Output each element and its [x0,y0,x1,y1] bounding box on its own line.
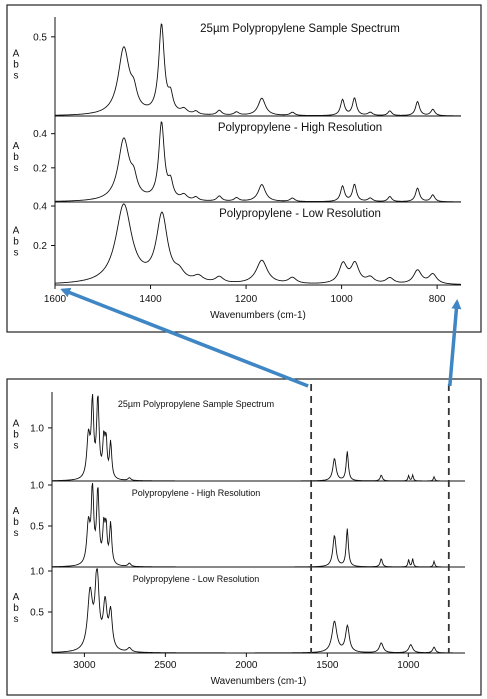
y-tick-label: 1.0 [30,423,44,434]
x-tick-label: 1600 [44,294,67,305]
x-tick-label: 3000 [73,660,96,671]
series-title: 25µm Polypropylene Sample Spectrum [200,23,400,35]
y-axis-label-char: s [14,441,19,452]
zoom-arrow-right [448,299,462,387]
x-tick-label: 2500 [154,660,177,671]
y-tick-label: 0.2 [33,241,47,252]
x-tick-label: 1400 [139,294,162,305]
series-title: 25µm Polypropylene Sample Spectrum [118,399,274,409]
spectrum-line [51,568,465,654]
y-axis-label-char: A [13,49,20,60]
spectrum-line [54,203,462,285]
y-axis-label-char: b [13,603,19,614]
y-axis-label-char: s [14,163,19,174]
y-tick-label: 0.2 [33,163,47,174]
y-axis-label-char: s [14,614,19,625]
y-tick-label: 1.0 [30,567,44,578]
y-axis-label-char: A [13,226,20,237]
y-tick-label: 0.4 [33,129,47,140]
x-axis-label: Wavenumbers (cm-1) [210,310,306,321]
y-axis-label-char: s [14,528,19,539]
y-axis-label-char: b [13,237,19,248]
bottom-frame [6,378,482,696]
y-axis-label-char: s [14,248,19,259]
y-axis-label-char: b [13,430,19,441]
y-axis-label-char: A [13,592,20,603]
y-axis-label-char: A [13,506,20,517]
y-tick-label: 1.0 [30,481,44,492]
x-tick-label: 2000 [235,660,258,671]
top-frame [6,4,482,333]
y-axis-label-char: b [13,517,19,528]
x-axis-label: Wavenumbers (cm-1) [211,676,307,687]
zoom-arrow-left [60,287,309,388]
zoom-guides [60,287,462,653]
y-axis-label-char: b [13,152,19,163]
y-tick-label: 0.5 [30,608,44,619]
y-tick-label: 0.5 [33,32,47,43]
x-tick-label: 1000 [330,294,353,305]
spectrum-line [54,121,462,203]
x-tick-label: 1000 [397,660,420,671]
series-title: Polypropylene - Low Resolution [219,208,381,220]
y-axis-label-char: A [13,141,20,152]
y-tick-label: 0.4 [33,202,47,213]
x-tick-label: 800 [429,294,446,305]
series-title: Polypropylene - High Resolution [218,122,382,134]
x-tick-label: 1500 [316,660,339,671]
series-title: Polypropylene - Low Resolution [133,574,260,584]
y-axis-label-char: b [13,60,19,71]
y-tick-label: 0.5 [30,522,44,533]
y-axis-label-char: s [14,71,19,82]
y-axis-label-char: A [13,419,20,430]
spectrum-line [54,23,462,117]
series-title: Polypropylene - High Resolution [132,488,261,498]
x-tick-label: 1200 [235,294,258,305]
